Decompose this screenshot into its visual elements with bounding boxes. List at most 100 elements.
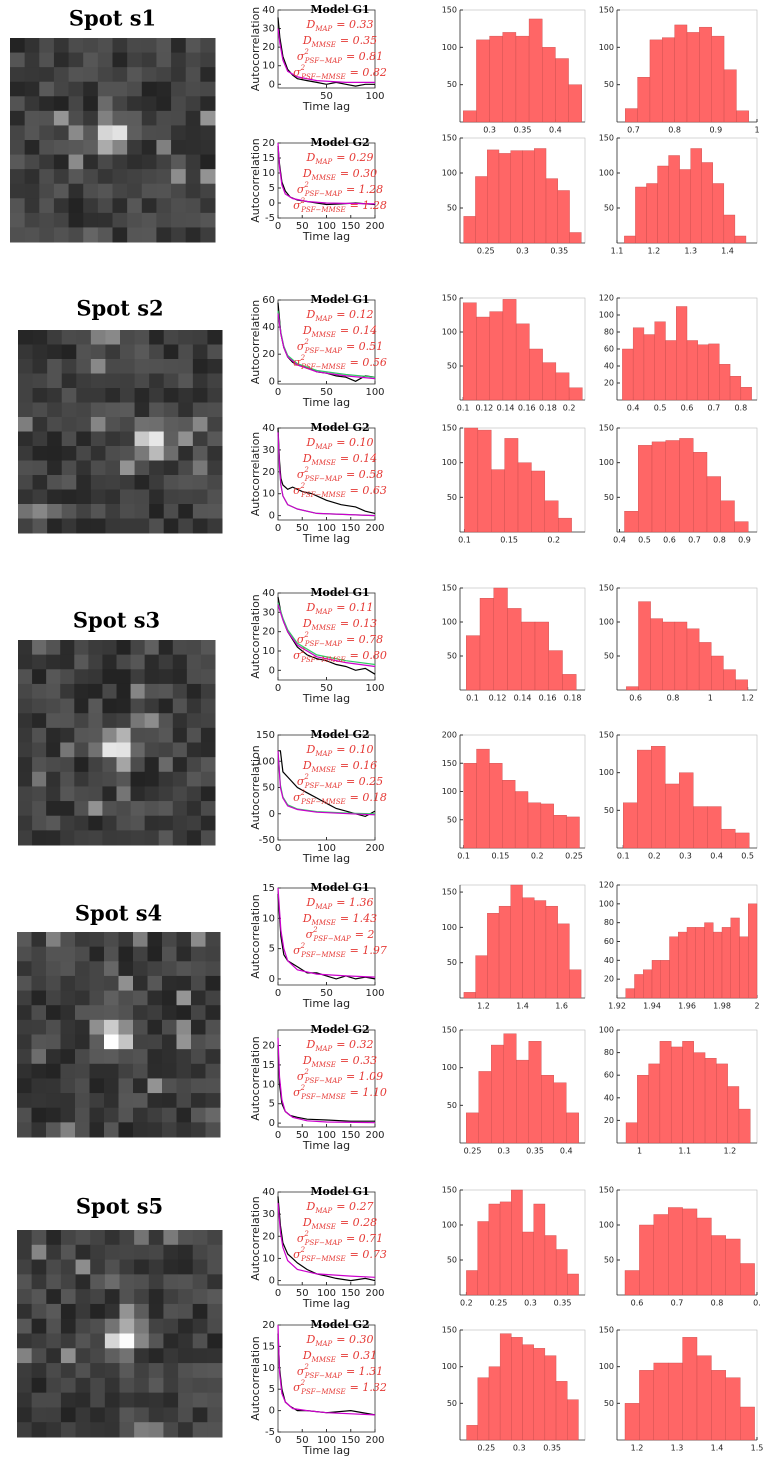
pixel: [144, 654, 160, 670]
y-tick-label: 10: [262, 489, 275, 500]
annotation-sub: PSF−MAP: [304, 1239, 342, 1247]
pixel: [75, 1122, 90, 1138]
histogram-bar: [522, 150, 535, 244]
y-tick-label: 30: [262, 24, 275, 35]
y-tick-label: 40: [262, 322, 275, 333]
annotation-sup: 2: [300, 354, 306, 362]
pixel: [119, 1422, 135, 1438]
pixel: [75, 1318, 91, 1334]
pixel: [133, 1063, 148, 1079]
y-tick-label: 10: [262, 1079, 275, 1090]
pixel: [75, 1377, 91, 1394]
pixel: [32, 654, 47, 670]
pixel: [102, 683, 117, 700]
pixel: [17, 946, 32, 962]
annotation-sub: MMSE: [311, 766, 336, 774]
pixel: [61, 373, 77, 389]
pixel: [83, 96, 99, 112]
histogram-bar: [466, 1270, 478, 1296]
x-tick-label: 150: [341, 221, 360, 232]
pixel: [176, 1078, 192, 1094]
x-axis-label: Time lag: [302, 1297, 350, 1310]
pixel: [90, 373, 106, 389]
histogram-bar: [712, 183, 725, 244]
chart-title: Model G1: [310, 586, 369, 599]
pixel: [46, 946, 61, 962]
histogram-bar: [515, 35, 530, 123]
pixel: [134, 1303, 150, 1320]
annotation-sup: 2: [303, 48, 309, 56]
pixel: [156, 38, 172, 54]
pixel: [207, 402, 223, 418]
pixel: [75, 1392, 91, 1408]
pixel: [104, 1348, 120, 1364]
pixel: [53, 198, 70, 214]
pixel: [116, 698, 132, 714]
pixel: [149, 489, 165, 505]
pixel: [32, 771, 47, 787]
pixel: [18, 713, 33, 729]
pixel: [74, 727, 89, 743]
pixel: [104, 1063, 119, 1079]
pixel: [31, 1422, 47, 1438]
pixel: [104, 1244, 120, 1261]
annotation-sup: 2: [300, 942, 306, 950]
pixel: [134, 1363, 150, 1379]
annotation-value: = 0.14: [340, 324, 377, 337]
y-tick-label: 0: [269, 511, 275, 522]
pixel: [207, 359, 223, 374]
pixel: [39, 125, 55, 141]
pixel: [192, 330, 208, 345]
pixel: [60, 1274, 77, 1290]
histogram-bar: [542, 362, 557, 401]
pixel: [32, 475, 48, 490]
annotation-symbol: σ: [297, 50, 305, 63]
annotation-sub: MAP: [314, 1340, 332, 1348]
pixel: [134, 330, 150, 345]
pixel: [75, 1107, 90, 1123]
histogram-bar: [650, 618, 663, 691]
pixel: [47, 431, 63, 447]
histogram-bar: [686, 628, 700, 691]
y-tick-label: 50: [262, 783, 275, 794]
pixel: [60, 1348, 77, 1364]
histogram-bar: [568, 387, 583, 401]
pixel: [24, 169, 40, 185]
y-tick-label: 150: [599, 1326, 614, 1335]
histogram-bar: [544, 1355, 557, 1441]
y-tick-label: 100: [442, 458, 457, 467]
annotation-sub: MMSE: [311, 41, 336, 49]
pixel: [158, 786, 174, 802]
annotation-sup: 2: [303, 338, 309, 346]
pixel: [205, 1107, 221, 1123]
pixel: [90, 359, 106, 374]
pixel: [90, 1363, 106, 1379]
pixel: [192, 1274, 208, 1290]
annotation-sub: MMSE: [311, 1356, 336, 1364]
pixel: [200, 669, 216, 685]
y-tick-label: 0: [269, 974, 275, 985]
pixel: [147, 1122, 163, 1138]
pixel: [130, 698, 146, 714]
annotation-sup: 2: [300, 789, 306, 797]
pixel: [112, 81, 128, 97]
pixel: [134, 1333, 150, 1349]
x-tick-label: 1.3: [684, 247, 697, 256]
histogram-bar: [653, 1214, 669, 1296]
pixel: [162, 961, 177, 977]
annotation-sub: MAP: [314, 903, 332, 911]
x-tick-label: 1.2: [741, 694, 754, 703]
pixel: [53, 96, 70, 112]
pixel: [97, 81, 113, 97]
pixel: [178, 1289, 194, 1305]
pixel: [116, 801, 132, 817]
x-tick-label: 0.1: [457, 852, 470, 861]
histogram-bar: [682, 1041, 694, 1144]
histogram-bar: [531, 470, 546, 533]
pixel: [74, 698, 89, 714]
histogram-bar: [569, 969, 582, 999]
pixel: [148, 1377, 164, 1394]
pixel: [205, 1093, 221, 1109]
histogram-bar: [674, 621, 688, 691]
y-axis-label: Autocorrelation: [249, 1196, 262, 1281]
